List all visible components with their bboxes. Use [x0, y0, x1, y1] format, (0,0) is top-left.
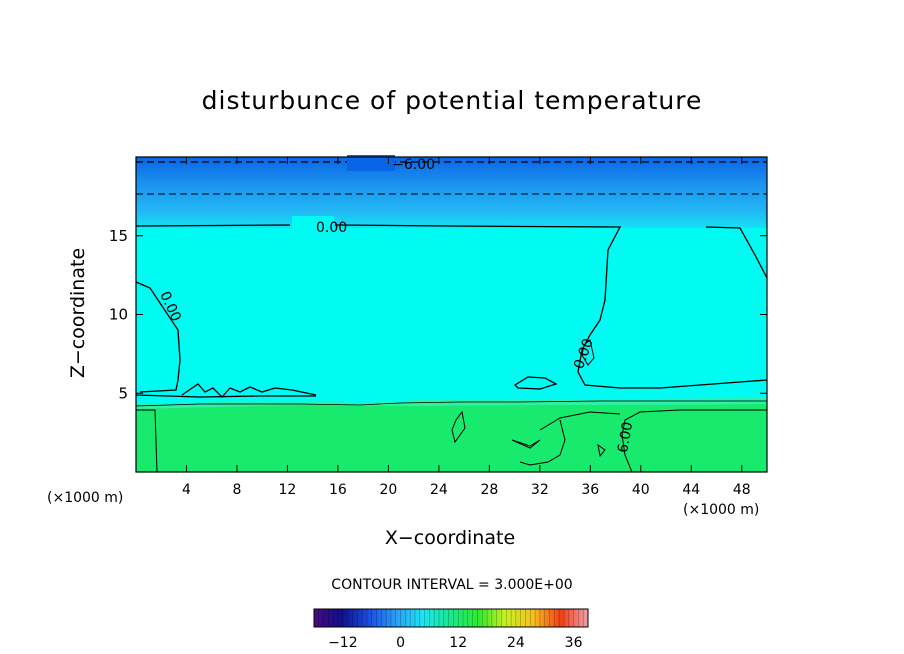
x-unit-label-right: (×1000 m) [683, 502, 760, 518]
colorbar-tick-label: −12 [328, 635, 358, 651]
colorbar-tick-label: 36 [565, 635, 583, 651]
contour-label: 0.00 [316, 220, 347, 236]
contour-thin [135, 400, 767, 407]
x-tick-label: 28 [480, 482, 498, 498]
x-tick-label: 20 [379, 482, 397, 498]
y-tick-group: 5 10 15 [109, 227, 767, 402]
y-axis-label: Z−coordinate [67, 247, 89, 379]
colorbar-tick-label: 24 [507, 635, 525, 651]
contour-zero-right [705, 226, 768, 279]
x-tick-label: 24 [430, 482, 448, 498]
contour-zero-mid [581, 339, 595, 366]
x-tick-label: 8 [232, 482, 241, 498]
contour-zero-base [135, 394, 316, 398]
y-tick-label: 15 [109, 227, 128, 245]
colorbar-tick-label: 0 [396, 635, 405, 651]
contour-label: −6.00 [392, 157, 435, 173]
contour-zero-top [135, 224, 768, 389]
contour-interval-label: CONTOUR INTERVAL = 3.000E+00 [331, 577, 573, 593]
colorbar-gradient [313, 608, 589, 628]
x-tick-label: 48 [733, 482, 751, 498]
x-tick-label: 32 [531, 482, 549, 498]
region-zero [136, 228, 767, 408]
colorbar: −12 0 12 24 36 [313, 608, 589, 651]
x-unit-label-left: (×1000 m) [47, 490, 124, 506]
x-tick-label: 12 [279, 482, 297, 498]
region-negative-6 [136, 157, 767, 229]
colorbar-segments [318, 609, 584, 627]
x-axis-label: X−coordinate [384, 527, 516, 549]
x-tick-label: 4 [182, 482, 191, 498]
contour-lines [135, 161, 768, 473]
contour-zero-blobs [181, 376, 558, 398]
contour-six [136, 409, 767, 473]
y-tick-label: 5 [118, 384, 128, 402]
contour-label: 6.00 [615, 421, 636, 454]
colorbar-tick-label: 12 [449, 635, 467, 651]
y-tick-label: 10 [109, 306, 128, 324]
contour-zero-left [135, 281, 181, 393]
x-tick-group: 4 8 12 16 20 24 28 32 36 40 44 48 [182, 157, 751, 498]
region-positive-6 [136, 403, 767, 472]
x-tick-label: 36 [581, 482, 599, 498]
colorbar-tick-group: −12 0 12 24 36 [328, 635, 583, 651]
x-tick-label: 44 [682, 482, 700, 498]
plot-area [136, 157, 767, 472]
x-tick-label: 16 [329, 482, 347, 498]
x-tick-label: 40 [632, 482, 650, 498]
chart-title: disturbunce of potential temperature [201, 86, 703, 115]
